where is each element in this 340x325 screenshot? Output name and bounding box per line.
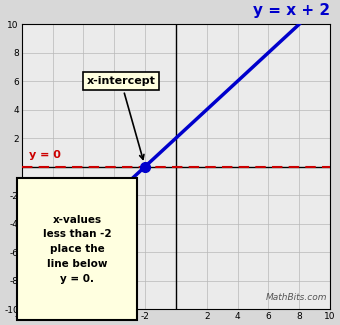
Text: y = 0: y = 0 xyxy=(29,150,61,160)
Text: y = x + 2: y = x + 2 xyxy=(253,4,330,19)
Text: MathBits.com: MathBits.com xyxy=(266,293,327,302)
Text: x-intercept: x-intercept xyxy=(86,76,155,159)
Text: x-values
less than -2
place the
line below
y = 0.: x-values less than -2 place the line bel… xyxy=(43,214,112,284)
